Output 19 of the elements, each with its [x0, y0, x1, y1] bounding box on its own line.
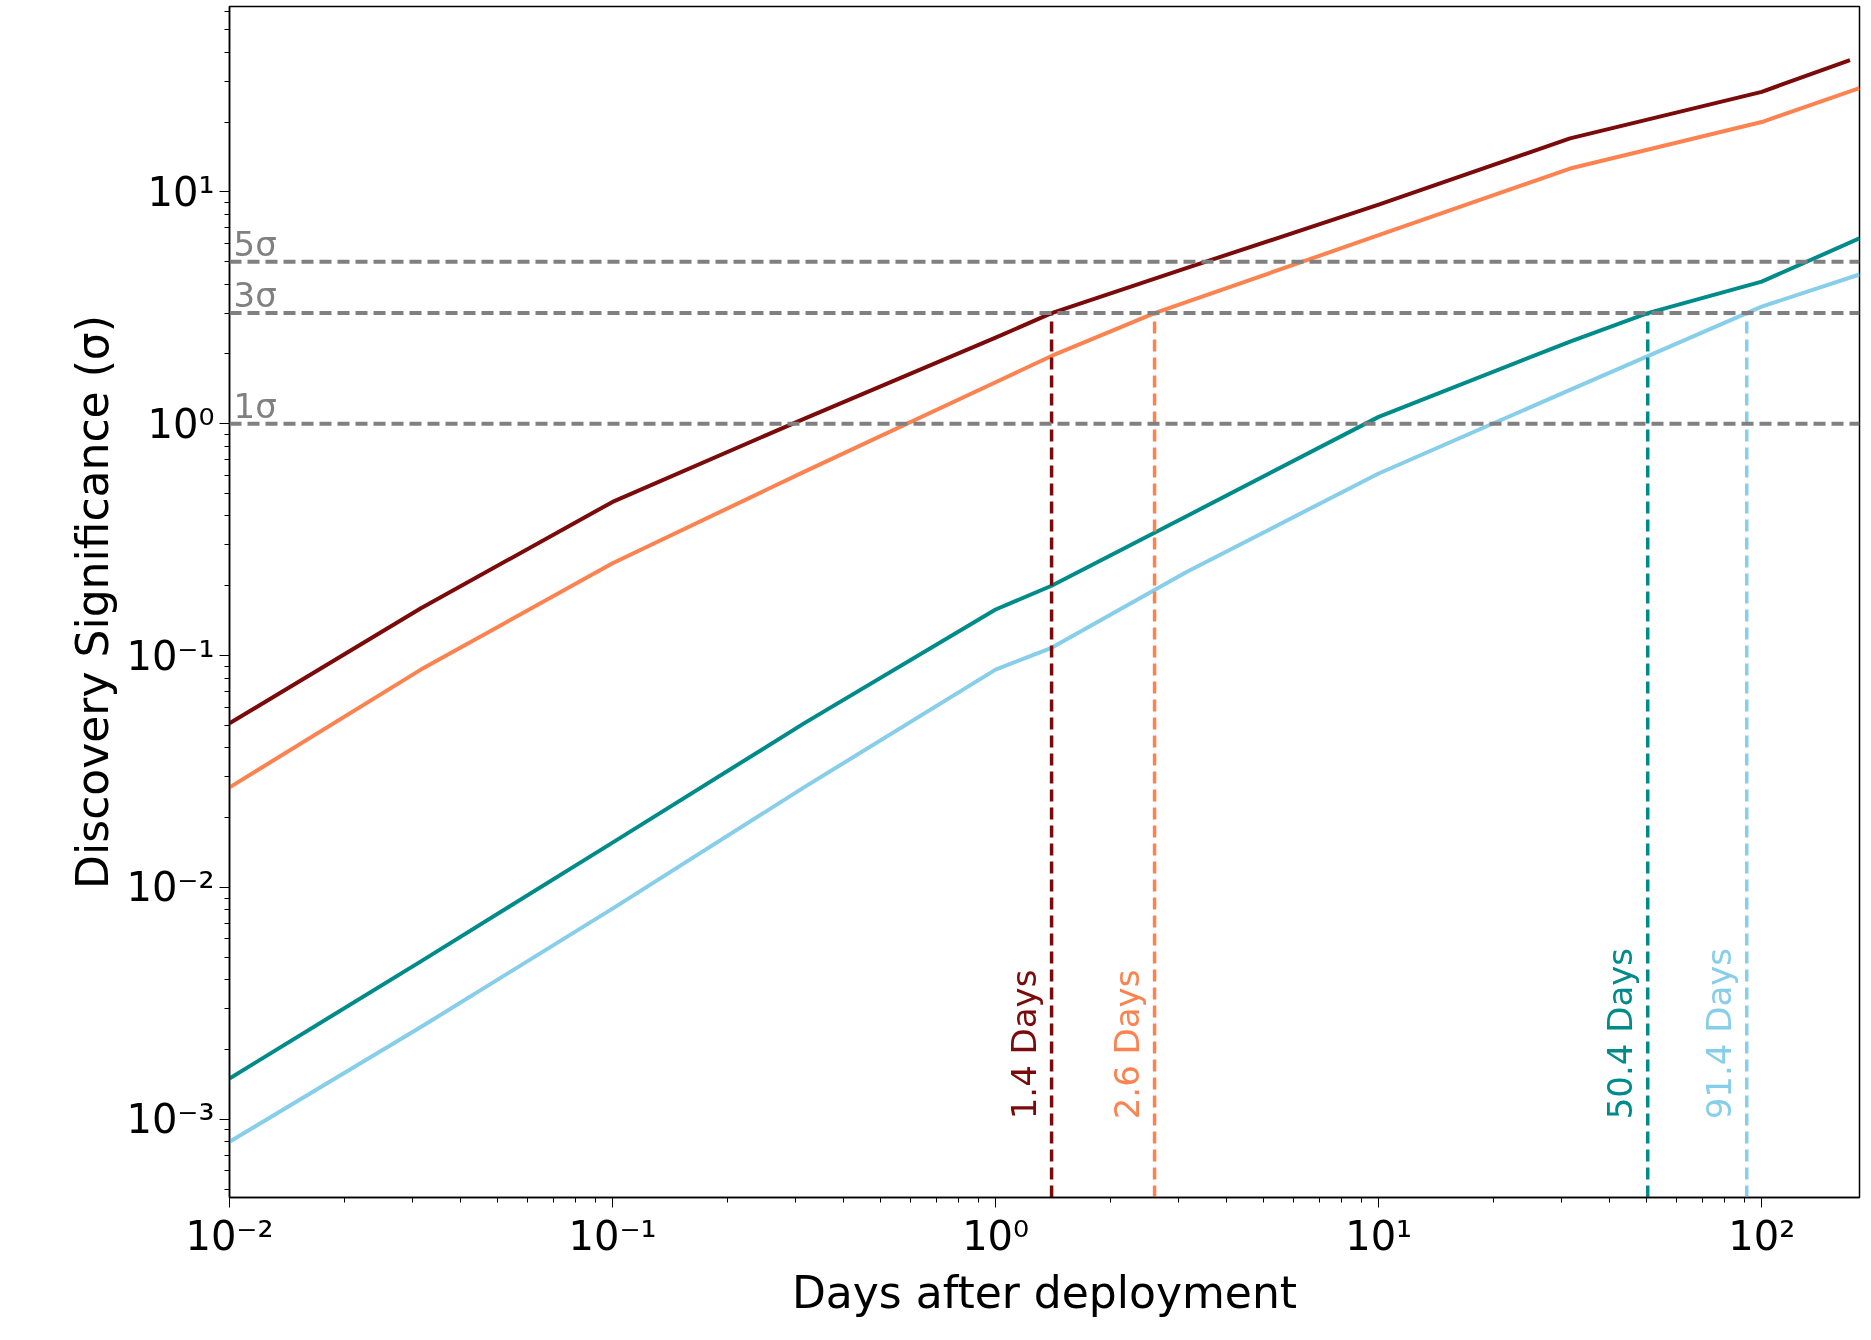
x-tick-label: 10⁻²	[185, 1212, 274, 1259]
annotation: 50.4 Days	[1599, 947, 1640, 1120]
y-tick-label: 10⁻²	[126, 864, 215, 911]
x-axis-title: Days after deployment	[791, 1266, 1298, 1318]
annotation: 91.4 Days	[1698, 947, 1739, 1120]
y-tick-label: 10¹	[147, 168, 215, 215]
y-axis-title: Discovery Significance (σ)	[67, 315, 119, 889]
ref-line-label: 3σ	[233, 275, 277, 316]
y-tick-label: 10⁻¹	[126, 632, 215, 679]
ref-line-label: 1σ	[233, 385, 277, 426]
x-tick-label: 10⁻¹	[568, 1212, 657, 1259]
x-tick-label: 10²	[1728, 1212, 1796, 1259]
x-tick-label: 10⁰	[962, 1212, 1030, 1259]
x-tick-label: 10¹	[1345, 1212, 1413, 1259]
ref-line-label: 5σ	[233, 223, 277, 264]
annotation: 1.4 Days	[1003, 969, 1044, 1120]
annotation: 2.6 Days	[1106, 969, 1147, 1120]
y-tick-label: 10⁰	[147, 400, 215, 447]
y-tick-label: 10⁻³	[126, 1096, 215, 1143]
